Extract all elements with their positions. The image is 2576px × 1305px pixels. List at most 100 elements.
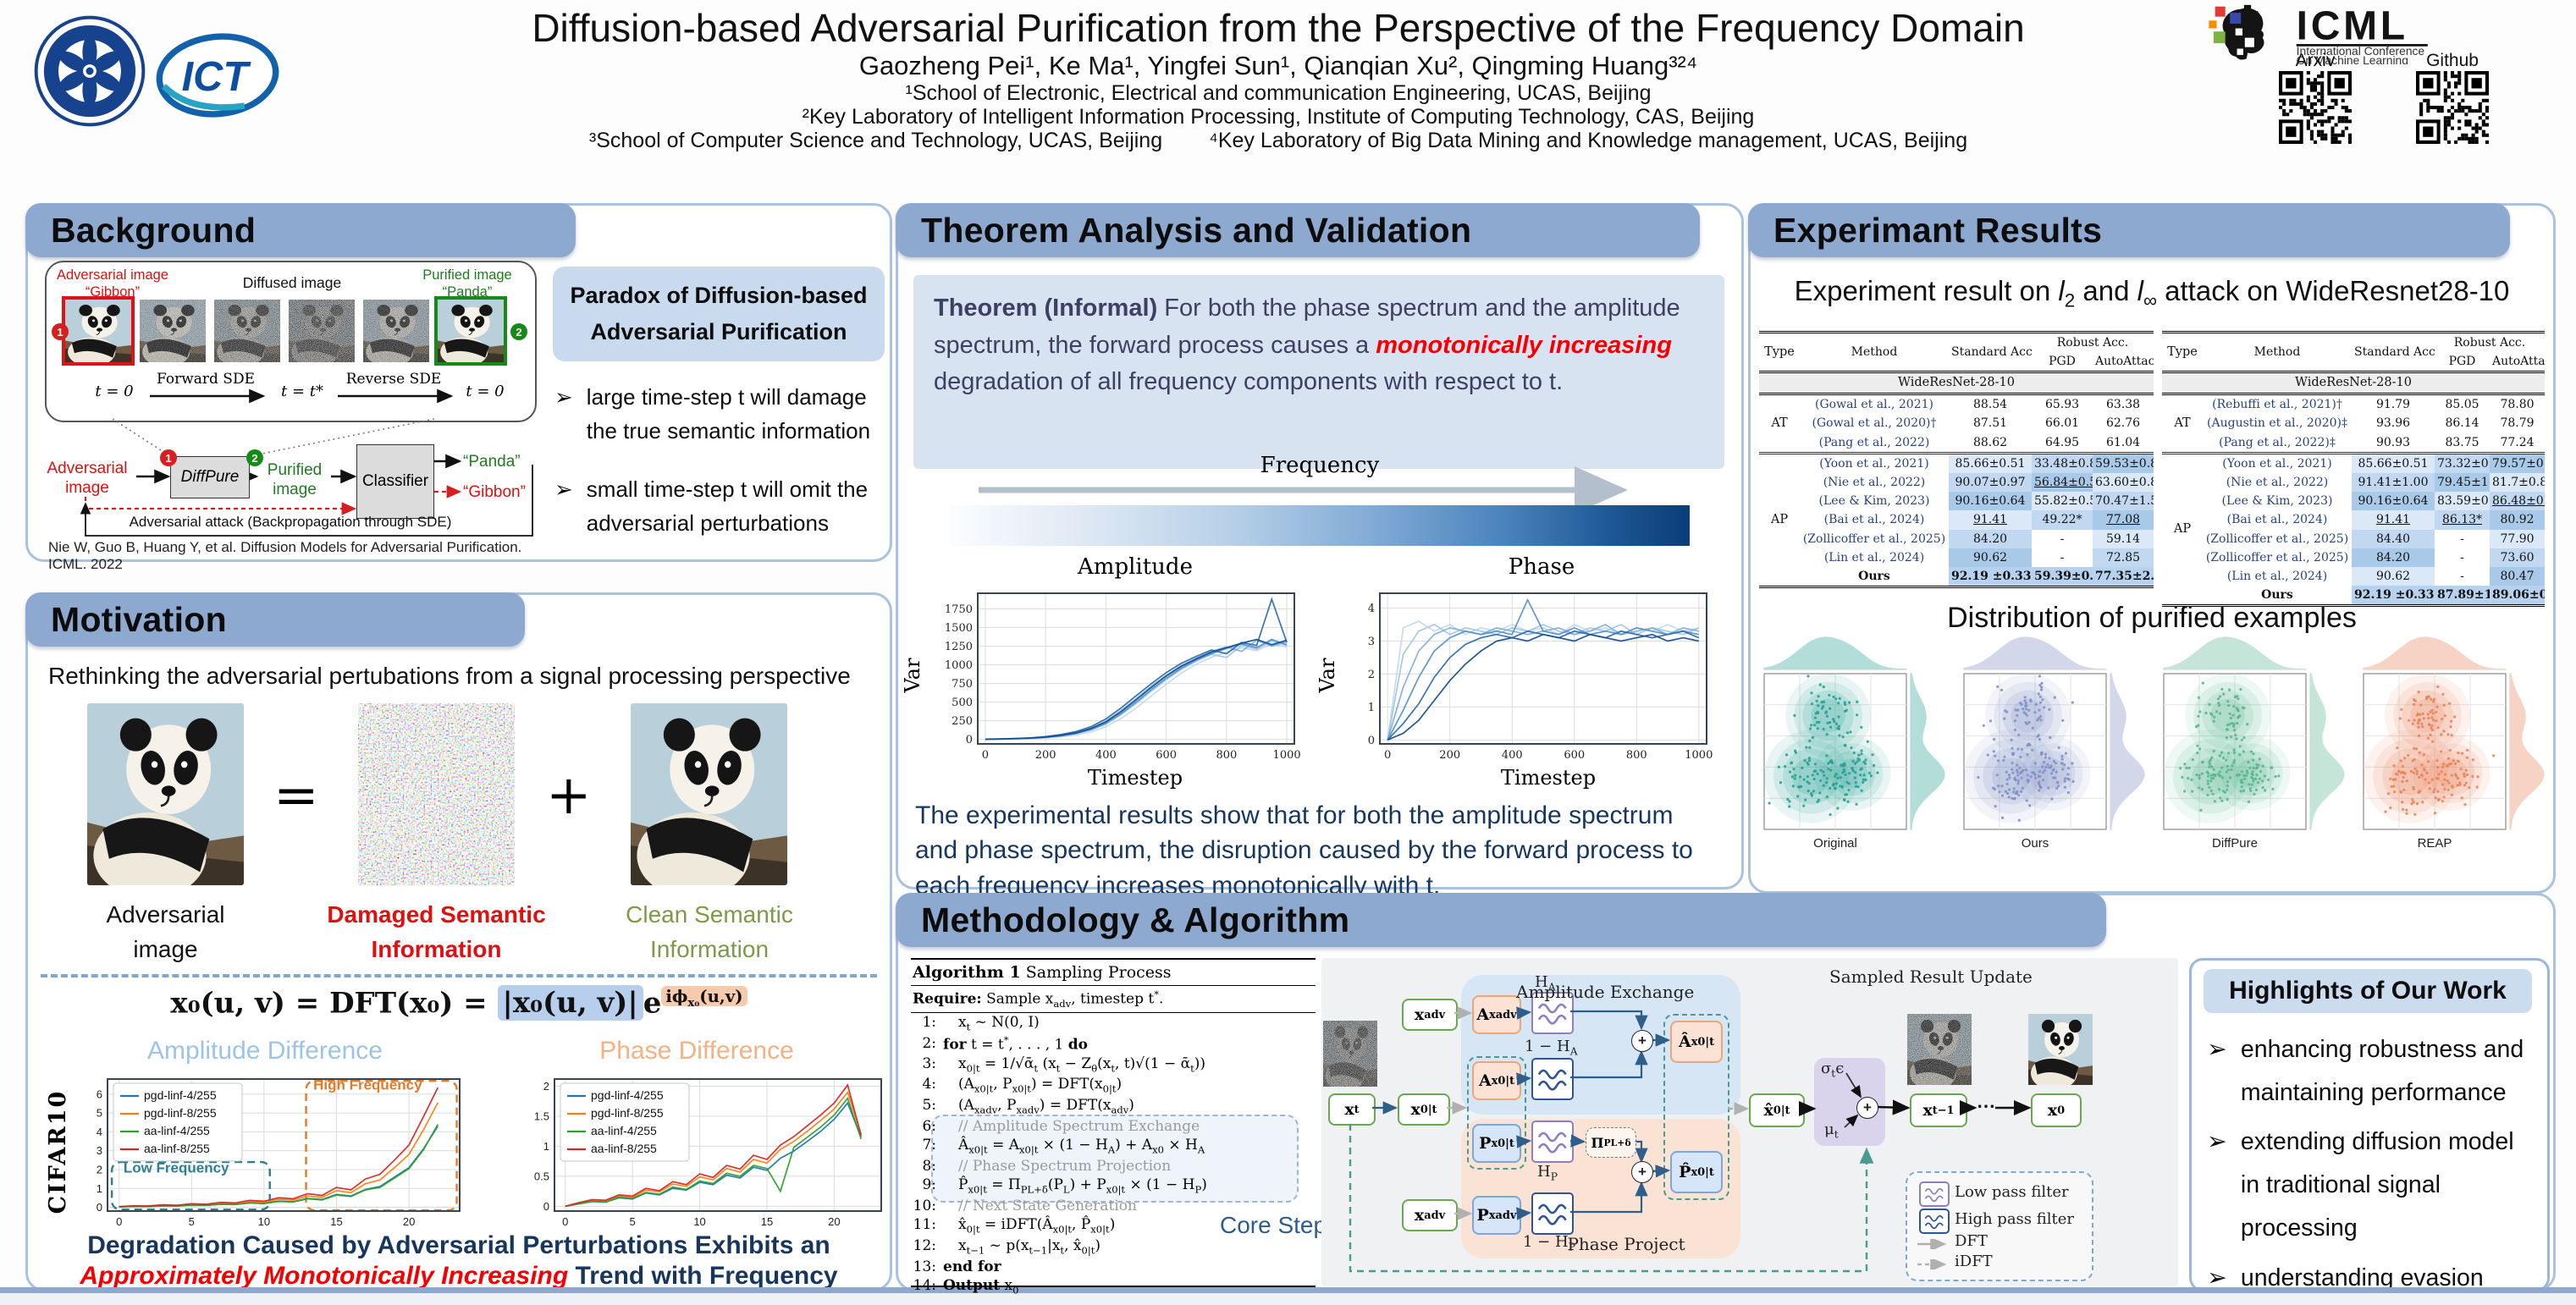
jointplot-label: DiffPure xyxy=(2212,836,2258,851)
svg-text:1000: 1000 xyxy=(945,659,973,672)
svg-text:ICT: ICT xyxy=(182,54,252,100)
bullet-item: ➢ enhancing robustness and maintaining pe… xyxy=(2207,1036,2524,1106)
svg-text:0: 0 xyxy=(97,1201,102,1214)
svg-text:ICML: ICML xyxy=(2297,3,2408,48)
svg-text:pgd-linf-8/255: pgd-linf-8/255 xyxy=(591,1106,664,1120)
sum-sampling: + xyxy=(1856,1097,1878,1119)
algorithm-line: 3: x0|t = 1/√ᾱt (xt − Zθ(xt, t)√(1 − ᾱt)) xyxy=(922,1054,1206,1075)
label-damaged-semantic: Damaged Semantic Information xyxy=(327,901,546,962)
diffpure-box: DiffPure xyxy=(170,456,250,498)
linf-results-table: Type Method Standard Acc. Robust Acc. PGD Aut… xyxy=(1759,331,2154,589)
ict-logo: ICT xyxy=(154,30,281,120)
node-P-hat: P̂ x0|t xyxy=(1670,1151,1723,1193)
paradox-box: Paradox of Diffusion-based Adversarial Pu… xyxy=(553,267,885,361)
jointplot-label: Ours xyxy=(2021,836,2049,851)
svg-text:4: 4 xyxy=(1368,603,1375,615)
seq-image-diffused-1 xyxy=(140,300,206,362)
svg-text:0: 0 xyxy=(966,734,973,746)
results-table: Type Method Standard Acc. Robust Acc. PGD Aut… xyxy=(2162,331,2545,608)
svg-text:15: 15 xyxy=(761,1215,773,1228)
theorem-header: Theorem Analysis and Validation xyxy=(896,203,1700,257)
high-pass-filter-icon-1HP xyxy=(1531,1192,1574,1235)
phase-difference-chart: 0 5 10 15 20 0 0.5 1 1.5 2 pgd-linf-4/255 pgd-linf-… xyxy=(517,1071,890,1231)
equals-sign: = xyxy=(273,764,319,827)
cifar10-label: CIFAR10 xyxy=(45,1089,71,1214)
svg-text:600: 600 xyxy=(1156,749,1177,762)
algorithm-line: 9: P̂x0|t = ΠPL+δ(PL) + Px0|t × (1 − HP) xyxy=(922,1176,1207,1196)
affiliation-2: ²Key Laboratory of Intelligent Informati… xyxy=(802,105,1755,129)
poster-title: Diffusion-based Adversarial Purification… xyxy=(532,6,2025,50)
svg-text:1000: 1000 xyxy=(1685,749,1713,762)
noise-image xyxy=(358,703,515,885)
algorithm-line: 1: xt ~ N(0, I) xyxy=(922,1014,1040,1033)
legend-high-pass-label: High pass filter xyxy=(1955,1210,2074,1228)
phase-project-label: Phase Project xyxy=(1567,1234,1685,1254)
low-pass-filter-icon-HA xyxy=(1531,992,1574,1034)
svg-text:0: 0 xyxy=(982,749,989,762)
svg-text:0: 0 xyxy=(562,1215,568,1228)
svg-text:aa-linf-8/255: aa-linf-8/255 xyxy=(144,1142,210,1155)
ellipsis: ⋯ xyxy=(1977,1095,1995,1117)
algorithm-line: 13: end for xyxy=(913,1258,1001,1275)
results-table: Type Method Standard Acc. Robust Acc. PGD Aut… xyxy=(1759,331,2154,589)
svg-text:0: 0 xyxy=(1368,735,1375,747)
timestep-label-left: Timestep xyxy=(1087,766,1183,790)
svg-text:200: 200 xyxy=(1439,749,1460,762)
svg-text:200: 200 xyxy=(1035,749,1056,762)
highlights-bullets: ➢ enhancing robustness and maintaining pe… xyxy=(2207,1028,2535,1305)
theorem-conclusion: The experimental results show that for b… xyxy=(915,801,1693,900)
adversarial-image xyxy=(87,703,244,885)
jointplot-label: REAP xyxy=(2417,836,2452,851)
svg-text:5: 5 xyxy=(630,1215,636,1228)
svg-text:0: 0 xyxy=(116,1215,122,1228)
bullet-item: ➢ large time-step t will damage the true … xyxy=(554,384,871,444)
node-xtm1: x t−1 xyxy=(1910,1093,1967,1127)
core-steps-label: Core Steps xyxy=(1220,1212,1339,1238)
HA-label: HA xyxy=(1535,973,1556,994)
svg-text:3: 3 xyxy=(97,1144,102,1157)
var-label-left: Var xyxy=(901,658,924,693)
svg-text:2: 2 xyxy=(97,1163,102,1176)
frequency-arrow xyxy=(979,466,1628,514)
algorithm-line: 7: Âx0|t = Ax0|t × (1 − HA) + Ax0 × HA xyxy=(922,1137,1205,1156)
seq-image-purified xyxy=(434,296,507,366)
svg-text:On Machine Learning: On Machine Learning xyxy=(2297,53,2408,64)
algorithm-require: Require: Sample xadv, timestep t*. xyxy=(911,986,1316,1014)
svg-text:6: 6 xyxy=(97,1088,102,1100)
poster-authors: Gaozheng Pei¹, Ke Ma¹, Yingfei Sun¹, Qia… xyxy=(858,51,1698,80)
dft-group-outline xyxy=(1467,1056,1526,1170)
sampled-result-label: Sampled Result Update xyxy=(1829,966,2033,987)
svg-text:1500: 1500 xyxy=(945,622,973,635)
motivation-header: Motivation xyxy=(25,592,525,647)
one-minus-HA-label: 1 − HA xyxy=(1525,1038,1578,1058)
svg-text:2: 2 xyxy=(1368,669,1375,681)
github-label: Github xyxy=(2426,51,2479,70)
svg-text:20: 20 xyxy=(403,1215,415,1228)
frequency-gradient-bar xyxy=(949,505,1690,546)
badge-2: 2 xyxy=(510,323,527,340)
svg-text:pgd-linf-4/255: pgd-linf-4/255 xyxy=(144,1088,217,1102)
seq-image-diffused-2 xyxy=(214,300,280,362)
node-x0t: x 0|t xyxy=(1398,1093,1450,1126)
svg-text:1250: 1250 xyxy=(945,641,973,653)
svg-text:0: 0 xyxy=(1384,749,1391,762)
flow-adversarial-label: Adversarial image xyxy=(47,460,128,497)
node-xadv-top: x adv xyxy=(1402,999,1458,1031)
svg-text:10: 10 xyxy=(693,1215,705,1228)
bottom-strip xyxy=(0,1293,2576,1305)
svg-text:0.5: 0.5 xyxy=(534,1170,549,1182)
high-pass-filter-icon-1HA xyxy=(1531,1058,1574,1100)
phase-label: Phase xyxy=(1508,554,1575,580)
flow-panda-label: “Panda” xyxy=(463,453,521,471)
legend-low-pass-label: Low pass filter xyxy=(1955,1183,2069,1201)
affiliation-3: ³School of Computer Science and Technolo… xyxy=(588,129,1968,152)
svg-text:2: 2 xyxy=(543,1080,549,1093)
highlights-title: Highlights of Our Work xyxy=(2204,969,2532,1013)
svg-text:400: 400 xyxy=(1502,749,1523,762)
theorem-box: Theorem (Informal) For both the phase sp… xyxy=(913,275,1724,469)
legend-dft-arrow xyxy=(1917,1239,1947,1249)
